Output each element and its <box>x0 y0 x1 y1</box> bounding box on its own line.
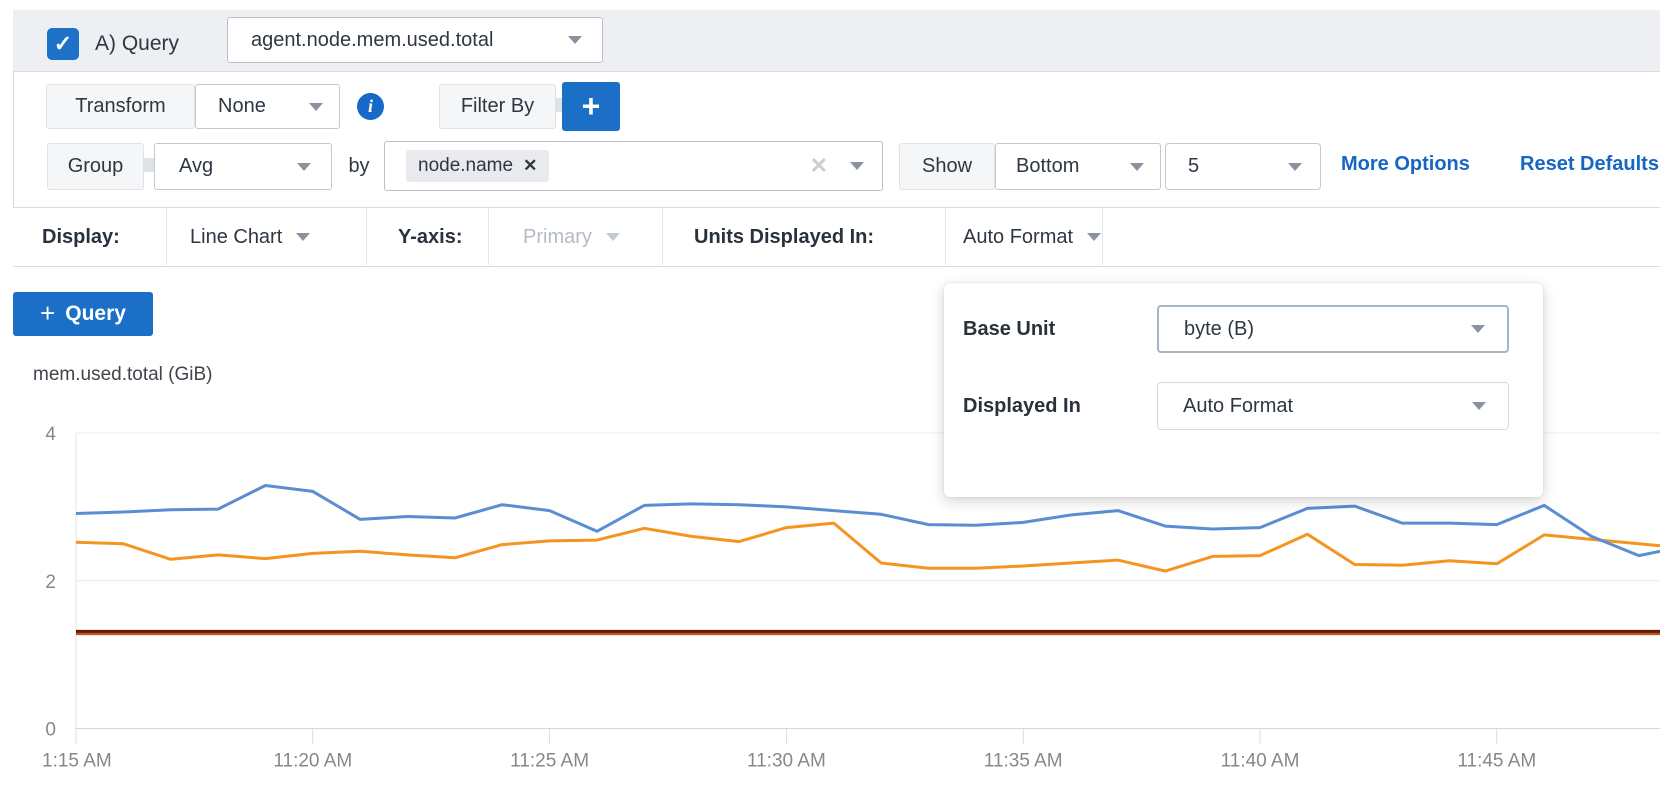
y-tick-label: 2 <box>45 572 56 593</box>
units-displayed-select[interactable]: Auto Format <box>963 223 1102 251</box>
show-direction-select[interactable]: Bottom <box>995 143 1161 190</box>
displayed-in-select[interactable]: Auto Format <box>1157 382 1509 430</box>
query-a-checkbox[interactable]: ✓ <box>47 28 79 60</box>
display-settings-row <box>13 207 1660 267</box>
x-tick-label: 11:25 AM <box>510 751 589 772</box>
transform-select[interactable]: None <box>195 84 340 129</box>
divider <box>1102 208 1103 265</box>
chart-line-series-orange <box>75 521 1660 573</box>
chevron-down-icon <box>296 233 311 241</box>
clear-all-icon[interactable]: ✕ <box>809 153 828 178</box>
remove-chip-icon[interactable]: ✕ <box>523 156 538 175</box>
info-icon[interactable]: i <box>357 93 384 120</box>
group-label: Group <box>47 143 144 190</box>
base-unit-select[interactable]: byte (B) <box>1157 305 1509 353</box>
chevron-down-icon <box>309 102 323 111</box>
units-displayed-label: Units Displayed In: <box>694 225 875 248</box>
y-tick-label: 0 <box>45 720 56 741</box>
display-type-value: Line Chart <box>190 225 283 248</box>
yaxis-value: Primary <box>523 225 592 248</box>
chevron-down-icon <box>297 162 311 171</box>
base-unit-value: byte (B) <box>1184 317 1255 340</box>
display-type-select[interactable]: Line Chart <box>190 223 311 251</box>
chevron-down-icon <box>1288 162 1302 171</box>
divider <box>488 208 489 265</box>
more-options-link[interactable]: More Options <box>1341 153 1470 175</box>
y-tick-label: 4 <box>45 424 56 445</box>
filter-connector <box>556 98 564 112</box>
reset-defaults-link[interactable]: Reset Defaults <box>1520 153 1659 175</box>
transform-select-value: None <box>218 95 266 117</box>
add-query-button[interactable]: + Query <box>13 292 153 336</box>
yaxis-select-disabled: Primary <box>523 223 620 251</box>
show-count-value: 5 <box>1188 155 1200 177</box>
chevron-down-icon <box>1130 162 1144 171</box>
plus-icon: + <box>40 297 56 328</box>
chevron-down-icon <box>1471 325 1485 333</box>
show-label: Show <box>899 143 995 190</box>
by-label: by <box>337 143 381 190</box>
metric-select[interactable]: agent.node.mem.used.total <box>227 17 603 63</box>
add-filter-button[interactable]: + <box>562 82 620 131</box>
aggregation-select[interactable]: Avg <box>154 143 332 190</box>
filter-by-label: Filter By <box>439 84 556 129</box>
divider <box>366 208 367 265</box>
query-a-label: A) Query <box>95 32 180 55</box>
group-by-multiselect[interactable]: node.name ✕ ✕ <box>384 141 883 191</box>
divider <box>166 208 167 265</box>
chart-title: mem.used.total (GiB) <box>33 364 213 385</box>
chevron-down-icon <box>850 162 864 170</box>
yaxis-label: Y-axis: <box>398 225 463 248</box>
aggregation-select-value: Avg <box>179 155 214 177</box>
chevron-down-icon <box>1472 402 1486 410</box>
show-direction-value: Bottom <box>1016 155 1080 177</box>
units-popup: Base Unit byte (B) Displayed In Auto For… <box>944 283 1543 497</box>
divider <box>945 208 946 265</box>
group-by-chip[interactable]: node.name ✕ <box>406 150 550 182</box>
units-displayed-value: Auto Format <box>963 225 1074 248</box>
chart-line-series-blue <box>75 484 1660 558</box>
displayed-in-label: Displayed In <box>963 394 1081 417</box>
group-connector <box>144 158 154 172</box>
x-tick-label: 11:45 AM <box>1457 751 1536 772</box>
display-label: Display: <box>42 225 120 248</box>
chevron-down-icon <box>605 233 620 241</box>
divider <box>662 208 663 265</box>
metric-select-value: agent.node.mem.used.total <box>251 28 494 51</box>
transform-label: Transform <box>46 84 195 129</box>
show-count-select[interactable]: 5 <box>1165 143 1321 190</box>
chevron-down-icon <box>1087 233 1102 241</box>
chevron-down-icon <box>568 36 582 44</box>
checkmark-icon: ✓ <box>53 31 73 56</box>
add-query-button-label: Query <box>65 302 126 325</box>
x-tick-label: 11:30 AM <box>747 751 826 772</box>
x-tick-label: 11:40 AM <box>1221 751 1300 772</box>
group-by-chip-label: node.name <box>418 155 514 176</box>
displayed-in-value: Auto Format <box>1183 394 1294 417</box>
x-tick-label: 11:20 AM <box>273 751 352 772</box>
base-unit-label: Base Unit <box>963 317 1056 340</box>
x-tick-label: 1:15 AM <box>42 751 112 772</box>
x-tick-label: 11:35 AM <box>984 751 1063 772</box>
